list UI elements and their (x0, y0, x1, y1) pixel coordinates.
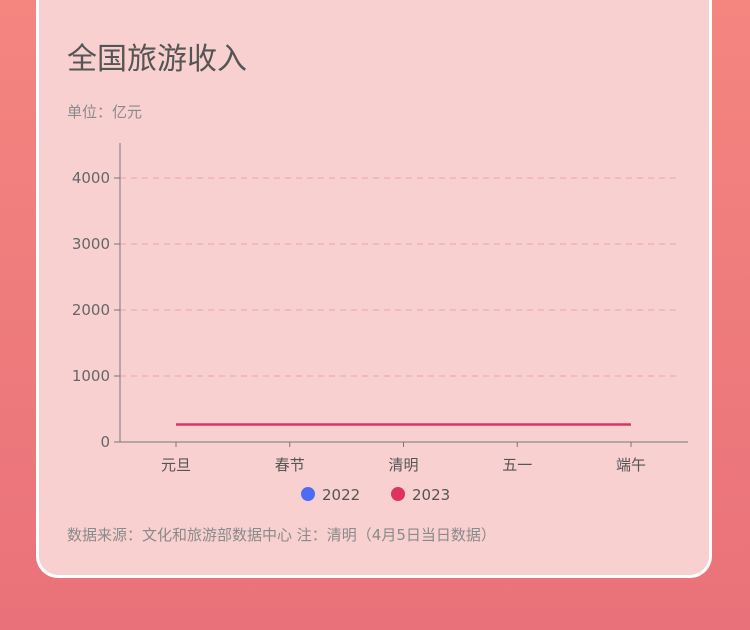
y-tick-label: 0 (100, 433, 110, 451)
x-tick-label: 春节 (275, 456, 305, 474)
x-tick-label: 五一 (502, 456, 532, 474)
y-tick-label: 1000 (72, 367, 110, 385)
x-tick-label: 清明 (388, 456, 418, 474)
x-tick-label: 端午 (616, 456, 646, 474)
page-title: 全国旅游收入 (67, 42, 247, 77)
legend-label-2023: 2023 (412, 486, 450, 504)
y-tick-label: 3000 (72, 235, 110, 253)
legend-marker-2022 (301, 487, 315, 501)
legend-label-2022: 2022 (322, 486, 360, 504)
unit-label: 单位：亿元 (67, 103, 143, 121)
y-tick-label: 4000 (72, 169, 110, 187)
legend-marker-2023 (391, 487, 405, 501)
y-tick-label: 2000 (72, 301, 110, 319)
x-tick-label: 元旦 (161, 456, 191, 474)
data-source-note: 数据来源：文化和旅游部数据中心 注：清明（4月5日当日数据） (67, 526, 496, 544)
chart-card (36, 0, 712, 578)
